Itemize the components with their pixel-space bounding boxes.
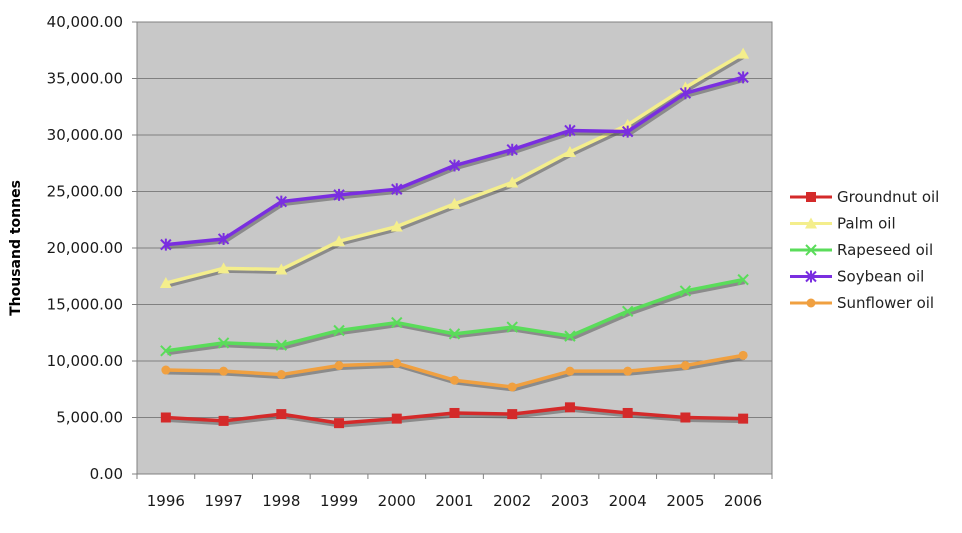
legend-item-rapeseed-oil: Rapeseed oil [790, 241, 933, 259]
sunflower-oil-point [565, 366, 575, 376]
legend-label: Sunflower oil [837, 294, 934, 312]
y-tick-label: 25,000.00 [47, 183, 123, 201]
series-rapeseed-oil [160, 273, 749, 357]
groundnut-oil-point [449, 407, 460, 418]
palm-oil-point [448, 197, 461, 209]
y-tick-label: 0.00 [90, 465, 123, 483]
rapeseed-oil-point [217, 337, 230, 349]
sunflower-oil-point [276, 370, 286, 380]
sunflower-oil-point [450, 375, 459, 385]
x-tick-label: 2005 [666, 492, 704, 510]
x-tick-label: 2001 [435, 492, 473, 510]
legend-item-soybean-oil: Soybean oil [790, 268, 924, 286]
palm-oil-point [506, 176, 519, 188]
groundnut-oil-point [738, 413, 749, 424]
legend: Groundnut oil Palm oil Rapeseed oil Soybean… [790, 188, 939, 312]
groundnut-oil-point [680, 412, 691, 423]
legend-item-sunflower-oil: Sunflower oil [790, 294, 934, 312]
palm-oil-point [275, 263, 288, 275]
y-tick-label: 35,000.00 [47, 70, 123, 88]
series-sunflower-oil [161, 350, 748, 392]
x-tick-label: 1996 [147, 492, 185, 510]
y-tick-label: 40,000.00 [47, 13, 123, 31]
x-tick-label: 2004 [609, 492, 647, 510]
rapeseed-oil-point [160, 345, 172, 357]
groundnut-oil-point [334, 418, 345, 429]
y-tick-label: 15,000.00 [47, 296, 123, 314]
legend-marker [805, 270, 817, 283]
legend-label: Groundnut oil [837, 188, 939, 206]
legend-marker [806, 192, 816, 202]
sunflower-oil-point [161, 365, 171, 375]
soybean-oil-point [737, 71, 749, 84]
legend-label: Palm oil [837, 215, 896, 233]
y-tick-label: 5,000.00 [56, 409, 123, 427]
sunflower-oil-point [507, 382, 517, 392]
groundnut-oil-point [564, 402, 575, 413]
x-tick-label: 1999 [320, 492, 358, 510]
groundnut-oil-point [507, 409, 518, 420]
y-axis-label: Thousand tonnes [8, 180, 24, 316]
x-tick-label: 1997 [204, 492, 242, 510]
legend-label: Rapeseed oil [837, 241, 933, 259]
legend-item-palm-oil: Palm oil [790, 215, 896, 233]
soybean-oil-point [448, 159, 461, 172]
palm-oil-point [563, 145, 576, 157]
soybean-oil-point [506, 143, 518, 156]
sunflower-oil-point [680, 361, 690, 371]
rapeseed-oil-point [679, 285, 692, 297]
groundnut-oil-point [218, 415, 229, 426]
rapeseed-oil-point [564, 330, 576, 342]
legend-item-groundnut-oil: Groundnut oil [790, 188, 939, 206]
rapeseed-oil-point [448, 328, 461, 340]
sunflower-oil-point [738, 350, 748, 360]
rapeseed-oil-point [621, 305, 634, 317]
soybean-oil-point [621, 125, 634, 138]
palm-oil-point [159, 277, 172, 289]
series-palm-oil [159, 47, 750, 289]
legend-label: Soybean oil [837, 268, 924, 286]
rapeseed-oil-point [506, 321, 518, 333]
rapeseed-oil-point [737, 273, 749, 286]
y-tick-label: 30,000.00 [47, 126, 123, 144]
palm-oil-point [737, 47, 750, 59]
x-tick-label: 2006 [724, 492, 762, 510]
legend-marker [805, 244, 817, 256]
rapeseed-oil-point [275, 339, 288, 351]
palm-oil-point [217, 262, 230, 274]
palm-oil-point [333, 235, 346, 247]
soybean-oil-point [679, 87, 692, 100]
groundnut-oil-point [391, 413, 402, 424]
y-tick-label: 10,000.00 [47, 352, 123, 370]
soybean-oil-point [391, 183, 403, 196]
sunflower-oil-point [392, 358, 402, 368]
series-soybean-oil [160, 71, 749, 251]
groundnut-oil-point [276, 409, 287, 420]
palm-oil-point [390, 220, 403, 232]
soybean-oil-point [275, 195, 288, 208]
groundnut-oil-point [622, 407, 633, 418]
sunflower-oil-point [334, 361, 344, 371]
x-tick-label: 1998 [262, 492, 300, 510]
series-groundnut-oil [160, 402, 749, 429]
soybean-oil-point [564, 124, 576, 137]
palm-oil-point [621, 118, 634, 130]
legend-marker [805, 217, 817, 229]
legend-marker [806, 298, 816, 308]
soybean-oil-point [160, 238, 172, 251]
x-tick-label: 2002 [493, 492, 531, 510]
rapeseed-oil-point [333, 324, 345, 337]
sunflower-oil-point [623, 366, 633, 376]
rapeseed-oil-point [391, 316, 403, 329]
groundnut-oil-point [160, 412, 171, 423]
soybean-oil-point [217, 232, 230, 245]
soybean-oil-point [333, 188, 345, 201]
sunflower-oil-point [219, 366, 229, 376]
x-tick-label: 2003 [551, 492, 589, 510]
y-tick-label: 20,000.00 [47, 239, 123, 257]
x-tick-label: 2000 [378, 492, 416, 510]
